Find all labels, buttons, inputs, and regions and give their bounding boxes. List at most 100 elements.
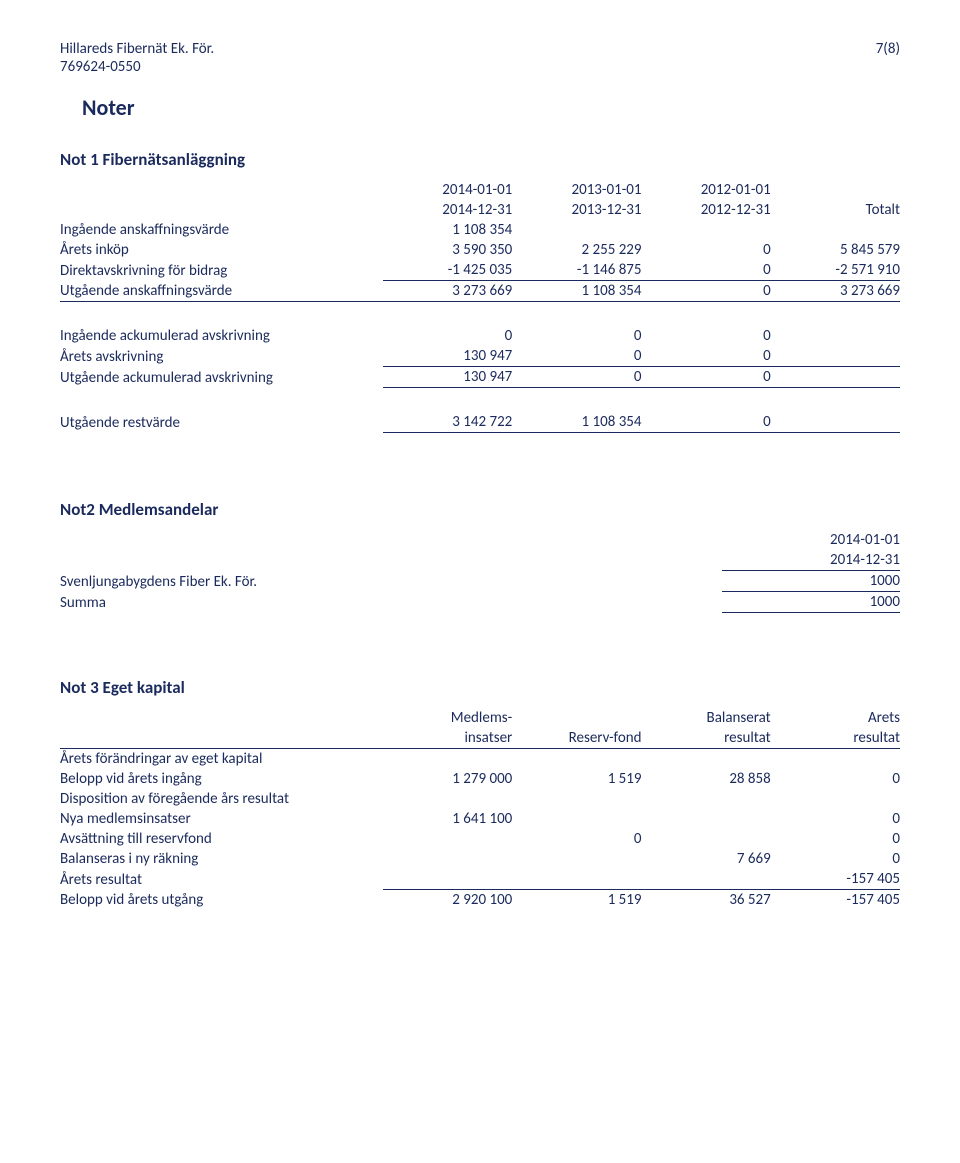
cell: 0 (512, 367, 641, 388)
table-row: Direktavskrivning för bidrag -1 425 035 … (60, 260, 900, 281)
col-header: 2014-01-01 (722, 530, 900, 550)
page-title: Noter (60, 94, 900, 121)
cell: 0 (383, 326, 512, 346)
cell: 0 (512, 326, 641, 346)
cell: -157 405 (771, 890, 900, 911)
cell: 130 947 (383, 367, 512, 388)
row-label: Årets inköp (60, 240, 383, 260)
not1-table: 2014-01-01 2013-01-01 2012-01-01 2014-12… (60, 180, 900, 435)
not3-table: Medlems- Balanserat Arets insatser Reser… (60, 708, 900, 910)
cell: 2 255 229 (512, 240, 641, 260)
cell: 0 (642, 260, 771, 281)
cell: 3 590 350 (383, 240, 512, 260)
table-row: Balanseras i ny räkning 7 669 0 (60, 849, 900, 869)
col-header: 2014-12-31 (722, 550, 900, 571)
cell: 1 519 (512, 769, 641, 789)
cell: 1 108 354 (383, 220, 512, 240)
table-row: Årets förändringar av eget kapital (60, 749, 900, 770)
page-number: 7(8) (876, 40, 900, 76)
not1-header-row-1: 2014-01-01 2013-01-01 2012-01-01 (60, 180, 900, 200)
row-label: Utgående ackumulerad avskrivning (60, 367, 383, 388)
not2-title: Not2 Medlemsandelar (60, 499, 900, 520)
not1-title: Not 1 Fibernätsanläggning (60, 149, 900, 170)
cell: 0 (771, 809, 900, 829)
table-row: Årets resultat -157 405 (60, 869, 900, 890)
row-label: Avsättning till reservfond (60, 829, 383, 849)
cell: 3 142 722 (383, 412, 512, 433)
cell: 1 641 100 (383, 809, 512, 829)
cell: 130 947 (383, 346, 512, 367)
table-row: Årets avskrivning 130 947 0 0 (60, 346, 900, 367)
not2-header-row: 2014-01-01 (60, 530, 900, 550)
row-label: Svenljungabygdens Fiber Ek. För. (60, 571, 722, 592)
cell: 1 279 000 (383, 769, 512, 789)
cell: 0 (771, 849, 900, 869)
page-header: Hillareds Fibernät Ek. För. 769624-0550 … (60, 40, 900, 76)
cell: 1 108 354 (512, 281, 641, 302)
cell: 0 (642, 281, 771, 302)
col-header: 2013-12-31 (512, 200, 641, 220)
col-header: 2012-01-01 (642, 180, 771, 200)
col-header: resultat (642, 728, 771, 749)
cell: 1 519 (512, 890, 641, 911)
row-label: Ingående ackumulerad avskrivning (60, 326, 383, 346)
not3-header-row-2: insatser Reserv-fond resultat resultat (60, 728, 900, 749)
cell: 28 858 (642, 769, 771, 789)
cell: 7 669 (642, 849, 771, 869)
row-label: Ingående anskaffningsvärde (60, 220, 383, 240)
table-row: Avsättning till reservfond 0 0 (60, 829, 900, 849)
cell (771, 220, 900, 240)
table-row-subtotal: Utgående anskaffningsvärde 3 273 669 1 1… (60, 281, 900, 302)
cell: 3 273 669 (383, 281, 512, 302)
cell: -1 425 035 (383, 260, 512, 281)
cell: 1000 (722, 592, 900, 613)
cell: 2 920 100 (383, 890, 512, 911)
table-row-total: Utgående restvärde 3 142 722 1 108 354 0 (60, 412, 900, 433)
col-header: resultat (771, 728, 900, 749)
cell: 0 (512, 346, 641, 367)
cell: 0 (642, 346, 771, 367)
row-label: Direktavskrivning för bidrag (60, 260, 383, 281)
table-row: Ingående ackumulerad avskrivning 0 0 0 (60, 326, 900, 346)
row-label: Årets förändringar av eget kapital (60, 749, 383, 770)
table-row-total: Belopp vid årets utgång 2 920 100 1 519 … (60, 890, 900, 911)
org-number: 769624-0550 (60, 58, 214, 76)
cell: 3 273 669 (771, 281, 900, 302)
cell: 0 (642, 326, 771, 346)
not2-table: 2014-01-01 2014-12-31 Svenljungabygdens … (60, 530, 900, 613)
col-header: Reserv-fond (512, 728, 641, 749)
cell (642, 220, 771, 240)
table-row-subtotal: Utgående ackumulerad avskrivning 130 947… (60, 367, 900, 388)
row-label: Summa (60, 592, 722, 613)
col-header: Arets (771, 708, 900, 728)
col-header: 2013-01-01 (512, 180, 641, 200)
table-row-total: Summa 1000 (60, 592, 900, 613)
cell: 0 (642, 412, 771, 433)
col-header: Balanserat (642, 708, 771, 728)
col-header: Totalt (771, 200, 900, 220)
col-header: insatser (383, 728, 512, 749)
cell: 0 (771, 769, 900, 789)
cell: -157 405 (771, 869, 900, 890)
col-header: 2012-12-31 (642, 200, 771, 220)
row-label: Nya medlemsinsatser (60, 809, 383, 829)
row-label: Disposition av föregående års resultat (60, 789, 383, 809)
table-row: Årets inköp 3 590 350 2 255 229 0 5 845 … (60, 240, 900, 260)
col-header: 2014-01-01 (383, 180, 512, 200)
cell (512, 220, 641, 240)
table-row: Disposition av föregående års resultat (60, 789, 900, 809)
not2-header-row: 2014-12-31 (60, 550, 900, 571)
not1-header-row-2: 2014-12-31 2013-12-31 2012-12-31 Totalt (60, 200, 900, 220)
row-label: Belopp vid årets ingång (60, 769, 383, 789)
cell: -2 571 910 (771, 260, 900, 281)
org-name: Hillareds Fibernät Ek. För. (60, 40, 214, 58)
cell: 0 (512, 829, 641, 849)
table-row: Belopp vid årets ingång 1 279 000 1 519 … (60, 769, 900, 789)
row-label: Belopp vid årets utgång (60, 890, 383, 911)
cell: 36 527 (642, 890, 771, 911)
row-label: Utgående restvärde (60, 412, 383, 433)
row-label: Årets resultat (60, 869, 383, 890)
table-row: Svenljungabygdens Fiber Ek. För. 1000 (60, 571, 900, 592)
col-header: Medlems- (383, 708, 512, 728)
not3-header-row-1: Medlems- Balanserat Arets (60, 708, 900, 728)
